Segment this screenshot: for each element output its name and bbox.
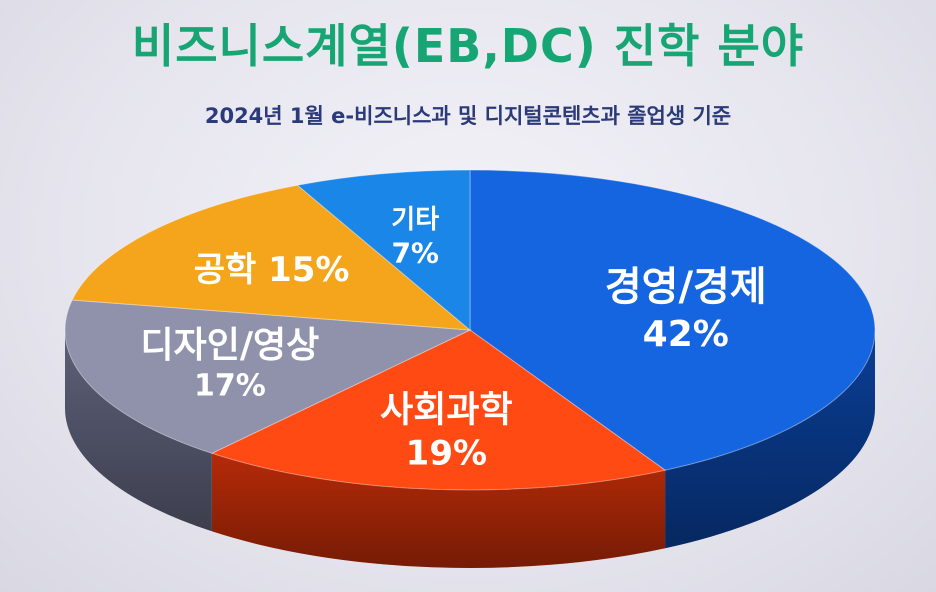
pie-slice-사회과학	[210, 329, 667, 491]
pie-slice-기타	[296, 169, 471, 332]
pie-tops	[64, 169, 876, 491]
pie-side-shade	[211, 453, 666, 568]
slice-label-경영-경제: 경영/경제	[605, 264, 767, 310]
pie-slice-경영-경제	[469, 169, 876, 471]
chart-subtitle: 2024년 1월 e-비즈니스과 및 디지털콘텐츠과 졸업생 기준	[204, 104, 732, 128]
slice-value-기타: 7%	[391, 237, 439, 270]
slice-value-디자인-영상: 17%	[194, 369, 266, 404]
slice-value-사회과학: 19%	[406, 433, 487, 473]
slice-label-사회과학: 사회과학	[380, 390, 512, 431]
pie-sides	[65, 330, 875, 568]
slice-label-공학: 공학 15%	[194, 250, 350, 290]
pie-side-shade	[665, 330, 875, 549]
pie-slice-공학	[71, 184, 472, 331]
pie-slice-디자인-영상	[64, 299, 472, 454]
slice-label-디자인-영상: 디자인/영상	[141, 325, 320, 366]
pie-side-shade	[65, 330, 212, 532]
chart-title: 비즈니스계열(EB,DC) 진학 분야	[131, 19, 805, 73]
slice-value-경영-경제: 42%	[643, 314, 729, 355]
slice-label-기타: 기타	[391, 205, 439, 235]
